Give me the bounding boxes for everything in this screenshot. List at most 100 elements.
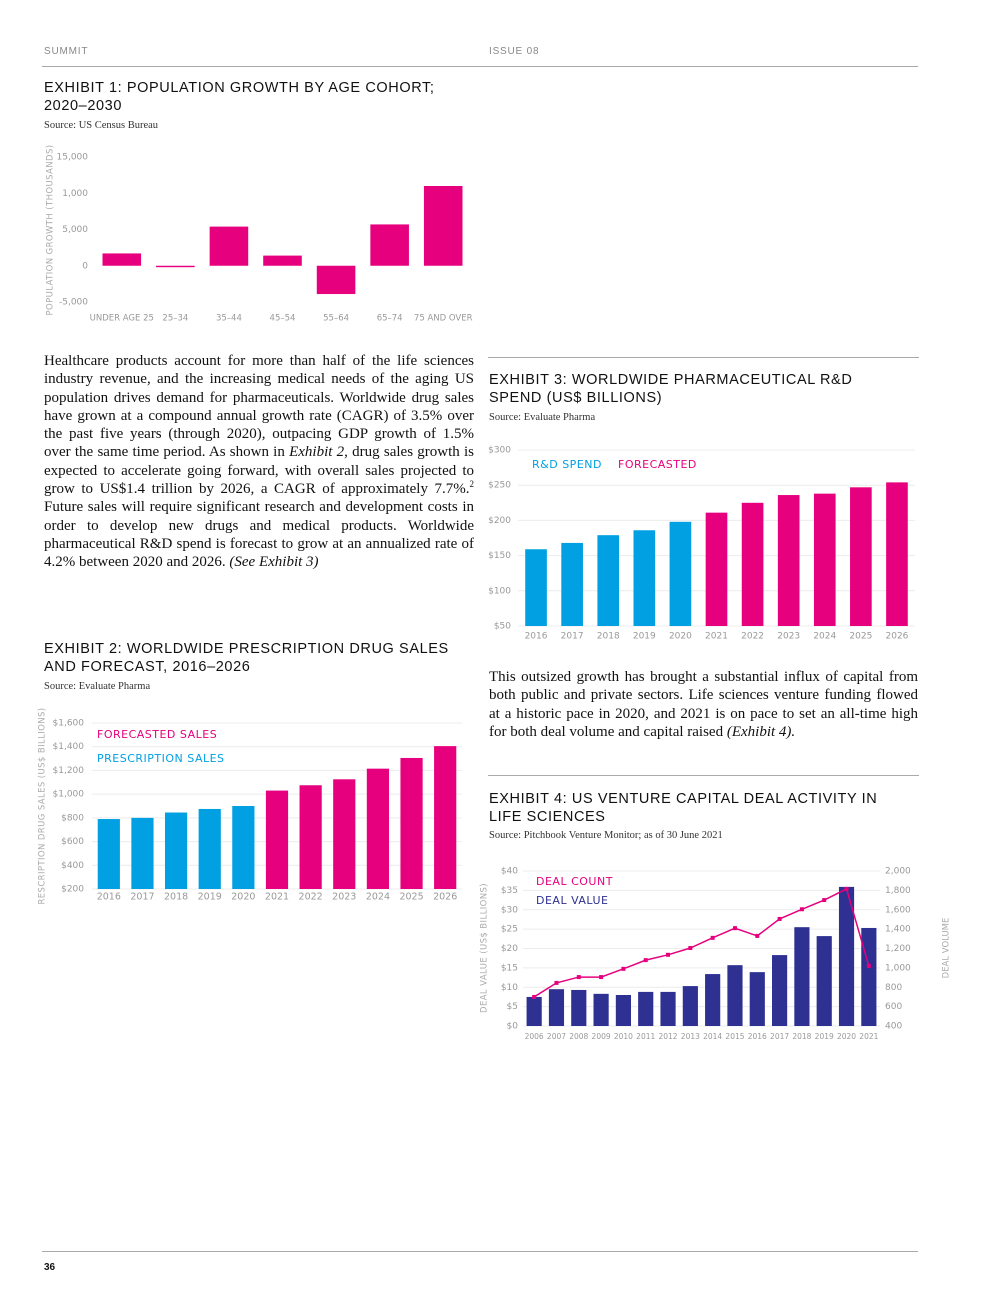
bar: [633, 530, 656, 626]
bar: [333, 779, 356, 889]
x-tick-label: 2017: [770, 1032, 789, 1041]
exhibit-title: EXHIBIT 2: WORLDWIDE PRESCRIPTION DRUG S…: [44, 641, 449, 675]
x-tick-label: 2012: [658, 1032, 677, 1041]
line-marker: [576, 975, 581, 980]
line-marker: [621, 966, 626, 971]
exhibit-source: Source: Pitchbook Venture Monitor; as of…: [489, 830, 723, 841]
line-marker: [688, 946, 693, 951]
x-tick-label: 2020: [231, 892, 255, 903]
y-tick-label: $800: [61, 813, 84, 823]
exhibit-source: Source: Evaluate Pharma: [489, 412, 596, 423]
y-tick-label: $30: [501, 905, 518, 915]
bar: [156, 265, 195, 268]
y-tick-label: 0: [82, 261, 88, 271]
bar: [548, 989, 565, 1026]
y-tick-label: $600: [61, 837, 84, 847]
section-rule: [488, 357, 919, 358]
bar: [772, 955, 788, 1026]
line-marker: [666, 952, 671, 957]
y-tick-label: $20: [501, 944, 518, 954]
line-marker: [822, 898, 827, 903]
y-tick-label: $35: [501, 886, 518, 896]
legend-label: DEAL VALUE: [536, 894, 609, 907]
x-tick-label: 2019: [198, 892, 222, 903]
header-rule: [42, 66, 918, 67]
line-marker: [732, 926, 737, 931]
x-tick-label: 2020: [669, 632, 692, 642]
paragraph: Healthcare products account for more tha…: [44, 352, 474, 572]
y-tick-label: $100: [488, 586, 511, 596]
y-tick-label: $1,000: [53, 790, 85, 800]
bar: [370, 224, 409, 266]
x-tick-label: 2007: [547, 1032, 566, 1041]
y-tick-label: 5,000: [62, 225, 88, 235]
x-tick-label: 2018: [164, 892, 188, 903]
x-tick-label: 2019: [633, 632, 656, 642]
x-tick-label: 2017: [561, 632, 584, 642]
bar: [316, 265, 356, 295]
y2-tick-label: 1,000: [885, 963, 911, 973]
text: Exhibit 2: [289, 444, 345, 461]
y-tick-label: -5,000: [59, 298, 88, 308]
y-tick-label: $250: [488, 481, 511, 491]
bar: [660, 991, 676, 1026]
y-tick-label: $25: [501, 925, 518, 935]
y2-tick-label: 800: [885, 983, 902, 993]
x-tick-label: 2022: [741, 632, 764, 642]
x-tick-label: 2023: [777, 632, 800, 642]
section-rule: [488, 775, 919, 776]
bar: [705, 512, 728, 626]
exhibit-source: Source: Evaluate Pharma: [44, 681, 151, 692]
x-tick-label: 2013: [681, 1032, 700, 1041]
bar: [571, 989, 587, 1026]
legend-label: R&D SPEND: [532, 458, 602, 471]
footer-rule: [42, 1251, 918, 1252]
x-tick-label: UNDER AGE 25: [90, 314, 154, 324]
x-tick-label: 2026: [433, 892, 457, 903]
x-tick-label: 2016: [748, 1032, 767, 1041]
y2-tick-label: 400: [885, 1022, 902, 1032]
line-marker: [844, 886, 849, 891]
text: , drug sales growth is expected to accel…: [44, 444, 474, 498]
bar: [886, 482, 908, 626]
bar: [232, 806, 255, 889]
line-marker: [777, 916, 782, 921]
bar: [434, 746, 457, 889]
bar: [861, 927, 877, 1026]
bar: [102, 253, 142, 266]
x-tick-label: 2025: [849, 632, 872, 642]
bar: [209, 226, 249, 266]
bar: [198, 808, 221, 889]
y2-tick-label: 1,400: [885, 925, 911, 935]
line-marker: [866, 963, 871, 968]
line-marker: [532, 994, 537, 999]
x-tick-label: 2018: [792, 1032, 811, 1041]
bar: [265, 790, 289, 889]
exhibit-title: EXHIBIT 1: POPULATION GROWTH BY AGE COHO…: [44, 80, 435, 114]
exhibit-title: EXHIBIT 3: WORLDWIDE PHARMACEUTICAL R&D …: [489, 372, 853, 406]
x-tick-label: 2009: [592, 1032, 611, 1041]
line-marker: [599, 975, 604, 980]
x-tick-label: 75 AND OVER: [414, 314, 473, 324]
y-tick-label: $150: [488, 551, 511, 561]
bar: [526, 996, 542, 1026]
y-tick-label: 15,000: [57, 153, 89, 163]
x-tick-label: 2024: [366, 892, 390, 903]
x-tick-label: 2008: [569, 1032, 588, 1041]
y-tick-label: $15: [501, 963, 518, 973]
x-tick-label: 2021: [859, 1032, 878, 1041]
y-tick-label: $200: [61, 885, 84, 895]
x-tick-label: 2017: [130, 892, 154, 903]
y-tick-label: $0: [507, 1022, 519, 1032]
x-tick-label: 2022: [299, 892, 323, 903]
bar: [850, 487, 872, 626]
x-tick-label: 2011: [636, 1032, 655, 1041]
line: [533, 887, 870, 998]
x-tick-label: 2021: [705, 632, 728, 642]
x-tick-label: 2014: [703, 1032, 722, 1041]
y2-tick-label: 600: [885, 1002, 902, 1012]
text: This outsized growth has brought a subst…: [489, 669, 918, 740]
y-tick-label: $5: [507, 1002, 518, 1012]
x-tick-label: 2006: [525, 1032, 544, 1041]
